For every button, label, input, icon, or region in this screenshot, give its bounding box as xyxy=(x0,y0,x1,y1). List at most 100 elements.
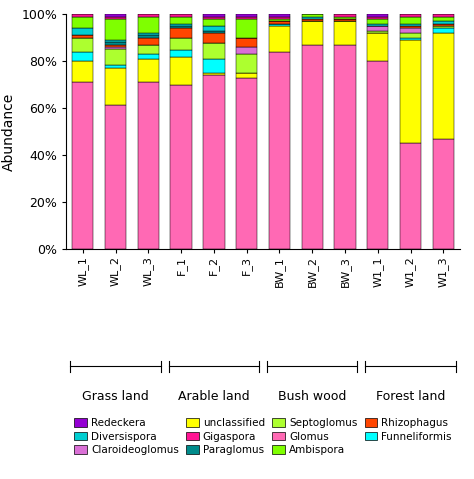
Bar xyxy=(367,17,389,19)
Bar xyxy=(367,19,389,24)
Bar xyxy=(301,17,323,19)
Bar xyxy=(171,17,192,24)
Bar xyxy=(137,33,159,35)
Bar xyxy=(105,40,126,42)
Bar xyxy=(433,33,454,139)
Bar xyxy=(433,17,454,22)
Bar xyxy=(203,14,225,17)
Bar xyxy=(400,33,421,38)
Bar xyxy=(269,52,290,249)
Bar xyxy=(236,54,257,73)
Bar xyxy=(171,38,192,50)
Bar xyxy=(171,50,192,57)
Bar xyxy=(334,22,356,45)
Bar xyxy=(367,24,389,26)
Bar xyxy=(269,19,290,22)
Bar xyxy=(400,144,421,249)
Bar xyxy=(269,14,290,17)
Bar xyxy=(171,85,192,249)
Bar xyxy=(203,19,225,26)
Bar xyxy=(236,17,257,19)
Bar xyxy=(105,49,126,66)
Bar xyxy=(105,19,126,40)
Bar xyxy=(171,28,192,38)
Bar xyxy=(269,24,290,26)
Bar xyxy=(137,35,159,38)
Bar xyxy=(203,26,225,31)
Bar xyxy=(105,105,126,249)
Bar xyxy=(400,26,421,28)
Bar xyxy=(400,38,421,40)
Bar xyxy=(400,24,421,26)
Bar xyxy=(400,17,421,24)
Bar xyxy=(236,73,257,78)
Bar xyxy=(400,40,421,144)
Bar xyxy=(301,14,323,17)
Bar xyxy=(236,38,257,47)
Bar xyxy=(137,45,159,54)
Bar xyxy=(367,33,389,61)
Bar xyxy=(433,14,454,17)
Bar xyxy=(72,35,93,38)
Bar xyxy=(301,45,323,249)
Bar xyxy=(137,59,159,82)
Bar xyxy=(105,14,126,17)
Bar xyxy=(203,33,225,43)
Bar xyxy=(137,38,159,45)
Bar xyxy=(367,14,389,17)
Bar xyxy=(105,47,126,49)
Bar xyxy=(433,28,454,33)
Bar xyxy=(203,31,225,33)
Bar xyxy=(72,38,93,52)
Bar xyxy=(269,22,290,24)
Bar xyxy=(72,61,93,82)
Bar xyxy=(105,68,126,105)
Bar xyxy=(334,45,356,249)
Bar xyxy=(72,28,93,35)
Bar xyxy=(171,24,192,26)
Bar xyxy=(105,45,126,47)
Bar xyxy=(105,66,126,68)
Bar xyxy=(269,26,290,52)
Bar xyxy=(433,22,454,24)
Bar xyxy=(72,14,93,17)
Bar xyxy=(137,14,159,17)
Bar xyxy=(171,26,192,28)
Text: Bush wood: Bush wood xyxy=(278,390,346,403)
Bar xyxy=(203,73,225,75)
Bar xyxy=(400,28,421,33)
Bar xyxy=(334,14,356,17)
Bar xyxy=(236,19,257,38)
Y-axis label: Abundance: Abundance xyxy=(2,92,16,171)
Bar xyxy=(367,31,389,33)
Bar xyxy=(334,17,356,19)
Bar xyxy=(72,82,93,249)
Bar xyxy=(301,22,323,45)
Bar xyxy=(137,54,159,59)
Bar xyxy=(433,26,454,28)
Bar xyxy=(72,52,93,61)
Bar xyxy=(105,42,126,45)
Bar xyxy=(236,14,257,17)
Bar xyxy=(203,75,225,249)
Bar xyxy=(433,24,454,26)
Bar xyxy=(367,26,389,31)
Bar xyxy=(236,78,257,249)
Text: Arable land: Arable land xyxy=(178,390,250,403)
Legend: Redeckera, Diversispora, Claroideoglomus, unclassified, Gigaspora, Paraglomus, S: Redeckera, Diversispora, Claroideoglomus… xyxy=(70,414,456,459)
Bar xyxy=(203,17,225,19)
Bar xyxy=(269,17,290,19)
Bar xyxy=(171,14,192,17)
Bar xyxy=(236,47,257,54)
Bar xyxy=(105,17,126,19)
Bar xyxy=(433,139,454,249)
Bar xyxy=(137,17,159,33)
Bar xyxy=(72,17,93,28)
Bar xyxy=(334,19,356,22)
Bar xyxy=(137,82,159,249)
Bar xyxy=(203,59,225,73)
Bar xyxy=(171,57,192,85)
Bar xyxy=(400,14,421,17)
Bar xyxy=(203,43,225,59)
Text: Grass land: Grass land xyxy=(82,390,149,403)
